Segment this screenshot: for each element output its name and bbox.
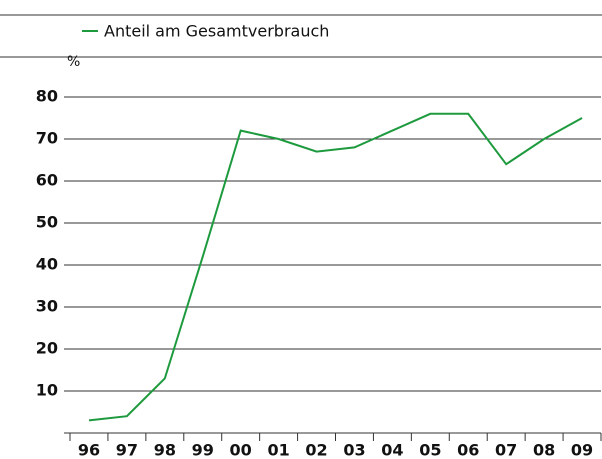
x-tick-label: 03	[343, 441, 365, 459]
legend-label: Anteil am Gesamtverbrauch	[104, 22, 329, 41]
x-tick-label: 00	[230, 441, 252, 459]
x-tick-label: 05	[419, 441, 441, 459]
y-tick-label: 30	[36, 297, 58, 316]
x-tick-label: 98	[154, 441, 176, 459]
y-tick-label: 60	[36, 171, 58, 190]
x-tick-label: 04	[381, 441, 403, 459]
x-tick-label: 09	[571, 441, 593, 459]
x-tick-label: 96	[78, 441, 100, 459]
x-tick-label: 01	[267, 441, 289, 459]
x-tick-label: 06	[457, 441, 479, 459]
x-tick-label: 08	[533, 441, 555, 459]
x-tick-label: 99	[192, 441, 214, 459]
x-tick-label: 02	[305, 441, 327, 459]
y-tick-label: 70	[36, 129, 58, 148]
y-tick-label: 50	[36, 213, 58, 232]
y-tick-label: 10	[36, 381, 58, 400]
x-tick-label: 07	[495, 441, 517, 459]
x-tick-label: 97	[116, 441, 138, 459]
y-tick-label: 40	[36, 255, 58, 274]
y-tick-label: 20	[36, 339, 58, 358]
y-unit: %	[67, 54, 80, 70]
line	[88, 112, 583, 422]
y-tick-label: 80	[36, 87, 58, 106]
